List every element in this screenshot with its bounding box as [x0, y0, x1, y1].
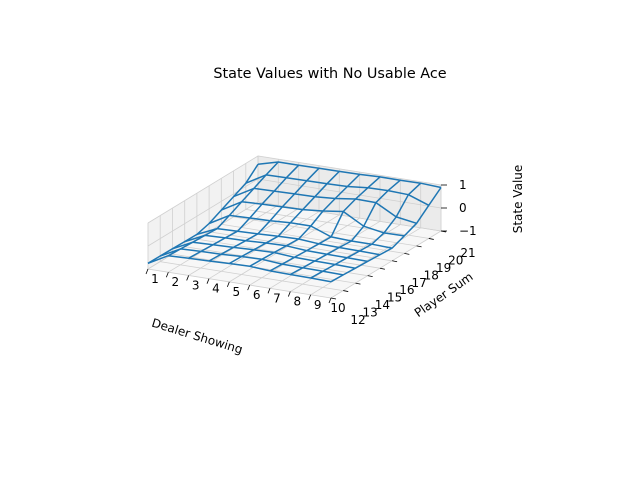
surface-col-line	[269, 176, 381, 272]
x-tick	[226, 281, 230, 288]
y-tick-label: 20	[448, 253, 463, 267]
x-tick	[287, 291, 291, 297]
y-tick-label: 16	[399, 283, 414, 297]
y-tick	[416, 245, 422, 248]
y-tick	[379, 267, 385, 270]
x-tick	[145, 268, 149, 275]
y-tick	[330, 297, 337, 300]
surface-row-line	[196, 227, 381, 256]
surface-row-line	[172, 241, 356, 269]
z-tick-label: 0	[459, 201, 467, 215]
x-tick	[328, 297, 332, 304]
x-tick-label: 9	[314, 298, 322, 312]
surface-row-line	[208, 214, 393, 249]
x-tick	[165, 272, 169, 278]
x-tick-label: 6	[253, 288, 261, 302]
surface-col-line	[249, 173, 361, 267]
x-tick	[308, 294, 312, 300]
y-tick-label: 19	[436, 261, 451, 275]
surface-row-line	[257, 161, 442, 189]
surface-row-line	[184, 234, 368, 263]
surface-col-line	[147, 163, 259, 264]
surface-row-line	[147, 254, 332, 283]
y-tick-label: 18	[424, 268, 439, 282]
x-axis-label: Dealer Showing	[150, 316, 244, 357]
x-tick-label: 3	[192, 278, 200, 292]
surface-row-line	[233, 187, 417, 225]
y-tick-label: 12	[350, 313, 365, 327]
x-tick-label: 10	[330, 301, 345, 315]
surface-col-line	[310, 182, 422, 279]
z-tick-label: 1	[459, 178, 467, 192]
surface-col-line	[289, 179, 401, 276]
tick-marks	[145, 184, 447, 304]
surface-row-line	[221, 201, 405, 237]
y-tick-label: 15	[387, 291, 402, 305]
grid-line-z	[147, 155, 442, 224]
y-tick-label: 17	[411, 276, 426, 290]
surface-row-line	[159, 248, 344, 276]
x-tick	[267, 288, 271, 294]
x-tick-label: 2	[171, 275, 179, 289]
x-tick-label: 1	[151, 272, 159, 286]
y-tick	[367, 275, 373, 278]
y-tick	[343, 290, 349, 292]
surface-col-line	[188, 164, 300, 259]
surface-col-line	[208, 167, 320, 262]
x-tick	[206, 278, 210, 284]
x-tick-label: 7	[273, 291, 281, 305]
y-tick-label: 13	[363, 306, 378, 320]
x-tick-label: 5	[232, 285, 240, 299]
x-tick	[186, 275, 190, 281]
surface-row-line	[245, 174, 430, 206]
z-axis-label: State Value	[511, 165, 525, 234]
y-tick	[392, 260, 398, 263]
x-tick-label: 4	[212, 282, 220, 296]
surface-col-line	[167, 161, 279, 257]
y-tick-label: 21	[460, 246, 475, 260]
x-tick	[247, 284, 251, 291]
y-tick	[428, 238, 434, 240]
y-tick	[355, 282, 361, 285]
chart-title: State Values with No Usable Ace	[213, 66, 446, 82]
x-tick-label: 8	[293, 295, 301, 309]
y-tick-label: 14	[375, 298, 390, 312]
z-tick-label: −1	[459, 224, 477, 238]
surface-col-line	[330, 187, 442, 283]
surface-wireframe	[147, 161, 442, 283]
y-tick	[404, 252, 410, 255]
surface-col-line	[228, 170, 340, 265]
